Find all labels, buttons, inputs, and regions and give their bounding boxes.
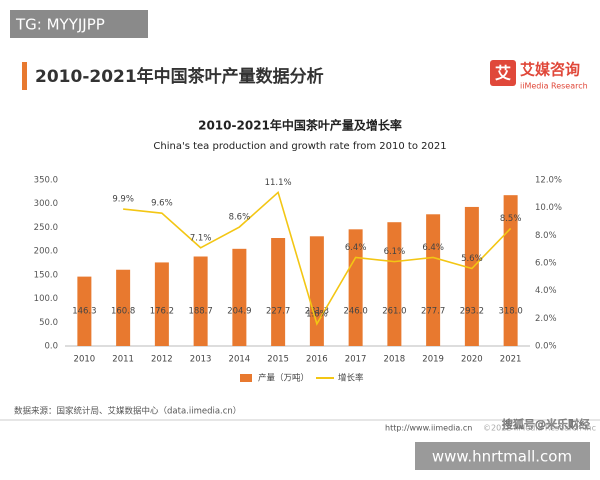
line-value-label: 11.1% (265, 178, 292, 188)
bar-value-label: 146.3 (72, 307, 96, 317)
bar (387, 222, 402, 346)
legend-label: 增长率 (338, 373, 364, 384)
bar (193, 256, 208, 346)
bar-value-label: 176.2 (150, 307, 174, 317)
watermark: TG: MYYJJPP (15, 16, 105, 34)
x-tick-label: 2019 (422, 355, 444, 365)
y2-tick-label: 6.0% (535, 259, 557, 269)
chart-subtitle: China's tea production and growth rate f… (153, 141, 446, 152)
x-tick-label: 2012 (151, 355, 173, 365)
legend-label: 产量（万吨） (258, 373, 309, 384)
y-tick-label: 50.0 (39, 318, 58, 328)
line-value-label: 8.5% (500, 214, 522, 224)
growth-line (123, 191, 512, 326)
line-value-label: 6.1% (384, 247, 406, 257)
footer-url: http://www.iimedia.cn (385, 424, 472, 433)
watermark-box (10, 10, 148, 38)
logo-en: iiMedia Research (520, 82, 588, 91)
bar (77, 276, 92, 346)
y2-tick-label: 0.0% (535, 342, 557, 352)
heading-bar (22, 62, 27, 90)
line-value-label: 5.6% (461, 254, 483, 264)
bar (154, 262, 169, 346)
y-tick-label: 300.0 (34, 199, 58, 209)
bar (464, 206, 479, 346)
y2-tick-label: 8.0% (535, 231, 557, 241)
site: www.hnrtmall.com (432, 448, 572, 466)
x-tick-label: 2018 (384, 355, 406, 365)
y-tick-label: 350.0 (34, 176, 58, 186)
line-value-label: 8.6% (229, 213, 251, 223)
logo-icon (490, 60, 516, 86)
bar (232, 248, 247, 346)
line-value-label: 9.6% (151, 199, 173, 209)
y-tick-label: 200.0 (34, 247, 58, 257)
x-tick-label: 2015 (267, 355, 289, 365)
bar-value-label: 246.0 (343, 307, 367, 317)
bar-value-label: 204.9 (227, 307, 251, 317)
chart-title: 2010-2021年中国茶叶产量及增长率 (198, 118, 402, 133)
bar-value-label: 318.0 (498, 307, 522, 317)
bar-value-label: 231.3 (305, 307, 329, 317)
legend-swatch (240, 374, 252, 382)
line-value-label: 1.6% (306, 309, 328, 319)
logo-cn: 艾媒咨询 (520, 61, 580, 79)
site-box (415, 442, 590, 470)
bar (309, 236, 324, 346)
line-value-label: 7.1% (190, 233, 212, 243)
x-tick-label: 2016 (306, 355, 328, 365)
y-tick-label: 0.0 (44, 342, 58, 352)
y2-tick-label: 12.0% (535, 176, 562, 186)
y-tick-label: 250.0 (34, 223, 58, 233)
bar-value-label: 277.7 (421, 307, 445, 317)
bar-value-label: 160.8 (111, 307, 135, 317)
bar (271, 238, 286, 346)
bar (426, 214, 441, 346)
footer-copyright: ©2022 iiMedia Research Inc (483, 424, 596, 433)
line-value-label: 6.4% (345, 243, 367, 253)
bar-value-label: 293.2 (460, 307, 484, 317)
x-tick-label: 2011 (112, 355, 134, 365)
y-tick-label: 150.0 (34, 270, 58, 280)
bar-value-label: 227.7 (266, 307, 290, 317)
y2-tick-label: 4.0% (535, 286, 557, 296)
bar-value-label: 188.7 (188, 307, 212, 317)
line-value-label: 9.9% (112, 195, 134, 205)
y2-tick-label: 2.0% (535, 314, 557, 324)
x-tick-label: 2010 (74, 355, 96, 365)
sohu-watermark: 搜狐号@米乐财经 (502, 417, 590, 431)
x-tick-label: 2017 (345, 355, 367, 365)
x-tick-label: 2020 (461, 355, 483, 365)
x-tick-label: 2021 (500, 355, 522, 365)
line-value-label: 6.4% (422, 243, 444, 253)
y-tick-label: 100.0 (34, 294, 58, 304)
heading: 2010-2021年中国茶叶产量数据分析 (35, 66, 324, 87)
y2-tick-label: 10.0% (535, 203, 562, 213)
x-tick-label: 2014 (229, 355, 251, 365)
bar-value-label: 261.0 (382, 307, 406, 317)
x-tick-label: 2013 (190, 355, 212, 365)
logo-glyph: 艾 (495, 64, 511, 83)
source: 数据来源：国家统计局、艾媒数据中心（data.iimedia.cn） (14, 406, 241, 417)
bar (116, 269, 131, 346)
